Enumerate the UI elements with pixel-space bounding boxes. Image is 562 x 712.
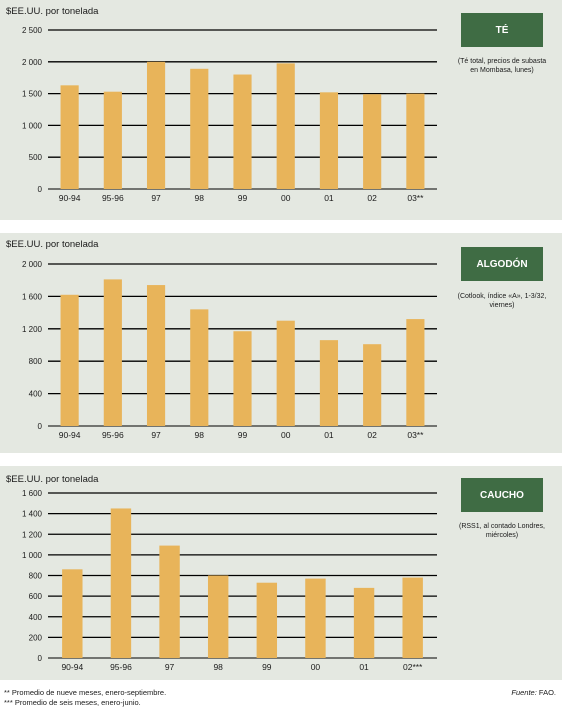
y-tick-label: 500 bbox=[29, 153, 43, 162]
y-tick-label: 1 000 bbox=[22, 121, 43, 130]
x-tick-label: 01 bbox=[324, 193, 334, 203]
y-tick-label: 400 bbox=[29, 613, 43, 622]
x-tick-label: 95-96 bbox=[110, 662, 132, 672]
x-tick-label: 97 bbox=[151, 193, 161, 203]
bar bbox=[62, 569, 83, 658]
footnote-1: ** Promedio de nueve meses, enero-septie… bbox=[4, 688, 167, 697]
y-tick-label: 600 bbox=[29, 592, 43, 601]
x-tick-label: 99 bbox=[262, 662, 272, 672]
y-tick-label: 0 bbox=[38, 654, 43, 663]
commodity-badge-algodon: ALGODÓN bbox=[461, 247, 543, 281]
bar bbox=[363, 94, 382, 189]
chart-panel-te: $EE.UU. por tonelada 0 500 1 000 1 500 2 000… bbox=[0, 0, 562, 220]
bar-chart-caucho: 0 200 400 600 800 1 000 1 200 1 400 1 600 90-94 95… bbox=[22, 489, 437, 672]
bar bbox=[276, 320, 295, 426]
y-tick-label: 1 400 bbox=[22, 510, 43, 519]
bar bbox=[305, 578, 326, 658]
y-tick-label: 2 500 bbox=[22, 26, 43, 35]
bar bbox=[319, 340, 339, 426]
x-tick-label: 90-94 bbox=[59, 193, 81, 203]
bar bbox=[103, 91, 122, 189]
bar bbox=[159, 545, 180, 658]
x-tick-label: 02*** bbox=[403, 662, 423, 672]
bar bbox=[190, 309, 209, 426]
y-tick-label: 2 000 bbox=[22, 58, 43, 67]
y-tick-label: 1 500 bbox=[22, 90, 43, 99]
x-tick-label: 99 bbox=[238, 430, 248, 440]
x-tick-label: 99 bbox=[238, 193, 248, 203]
x-tick-label: 95-96 bbox=[102, 193, 124, 203]
x-tick-label: 02 bbox=[367, 430, 377, 440]
y-tick-label: 1 600 bbox=[22, 292, 43, 301]
y-tick-label: 800 bbox=[29, 357, 43, 366]
y-tick-label: 800 bbox=[29, 572, 43, 581]
commodity-note-algodon: (Cotlook, índice «A», 1-3/32, viernes) bbox=[457, 293, 547, 309]
y-tick-label: 0 bbox=[38, 185, 43, 194]
y-axis-unit-label: $EE.UU. por tonelada bbox=[6, 6, 99, 17]
bar bbox=[233, 74, 252, 189]
x-tick-label: 97 bbox=[165, 662, 175, 672]
chart-panel-caucho: $EE.UU. por tonelada 0 200 400 600 800 1 000 1… bbox=[0, 466, 562, 680]
bar bbox=[406, 93, 425, 189]
bar bbox=[319, 92, 339, 189]
commodity-badge-caucho: CAUCHO bbox=[461, 478, 543, 512]
x-tick-label: 98 bbox=[213, 662, 223, 672]
x-tick-label: 98 bbox=[195, 193, 205, 203]
bar bbox=[146, 61, 166, 189]
y-tick-label: 200 bbox=[29, 633, 43, 642]
bar-chart-te: 0 500 1 000 1 500 2 000 2 500 90-94 95-96 97 98 99… bbox=[22, 26, 437, 203]
x-tick-label: 00 bbox=[281, 430, 291, 440]
source-note: Fuente: FAO. bbox=[511, 688, 556, 697]
y-axis-unit-label: $EE.UU. por tonelada bbox=[6, 474, 99, 485]
x-tick-label: 03** bbox=[407, 430, 424, 440]
x-tick-label: 00 bbox=[311, 662, 321, 672]
source-label: Fuente: bbox=[511, 688, 537, 697]
x-tick-label: 90-94 bbox=[61, 662, 83, 672]
x-tick-label: 97 bbox=[151, 430, 161, 440]
y-tick-label: 400 bbox=[29, 390, 43, 399]
bar bbox=[233, 331, 252, 426]
bar bbox=[353, 587, 375, 658]
x-tick-label: 03** bbox=[407, 193, 424, 203]
commodity-note-te: (Té total, precios de subasta en Mombasa… bbox=[457, 58, 547, 74]
y-tick-label: 0 bbox=[38, 422, 43, 431]
bar bbox=[60, 294, 79, 426]
bar-chart-algodon: 0 400 800 1 200 1 600 2 000 90-94 95-96 97 98 99 00… bbox=[22, 260, 437, 440]
x-tick-label: 98 bbox=[195, 430, 205, 440]
x-tick-label: 02 bbox=[367, 193, 377, 203]
commodity-note-caucho: (RSS1, al contado Londres, miércoles) bbox=[459, 523, 545, 539]
commodity-badge-te: TÉ bbox=[461, 13, 543, 47]
chart-panel-algodon: $EE.UU. por tonelada 0 400 800 1 200 1 600 2 … bbox=[0, 233, 562, 453]
x-tick-label: 90-94 bbox=[59, 430, 81, 440]
bar bbox=[60, 85, 79, 189]
x-tick-label: 00 bbox=[281, 193, 291, 203]
x-tick-label: 95-96 bbox=[102, 430, 124, 440]
y-tick-label: 1 000 bbox=[22, 551, 43, 560]
bar bbox=[146, 285, 166, 426]
y-tick-label: 2 000 bbox=[22, 260, 43, 269]
x-tick-label: 01 bbox=[324, 430, 334, 440]
y-tick-label: 1 600 bbox=[22, 489, 43, 498]
bar bbox=[190, 68, 209, 189]
y-tick-label: 1 200 bbox=[22, 530, 43, 539]
bar bbox=[406, 319, 425, 426]
y-axis-unit-label: $EE.UU. por tonelada bbox=[6, 239, 99, 250]
bar bbox=[207, 575, 229, 658]
source-value: FAO. bbox=[538, 688, 556, 697]
y-tick-label: 1 200 bbox=[22, 325, 43, 334]
x-tick-label: 01 bbox=[359, 662, 369, 672]
bar bbox=[276, 63, 295, 189]
bar bbox=[402, 577, 423, 658]
footnote-2: *** Promedio de seis meses, enero-junio. bbox=[4, 698, 141, 707]
bar bbox=[363, 344, 382, 426]
bar bbox=[256, 582, 278, 658]
bar bbox=[103, 279, 122, 426]
bar bbox=[110, 508, 132, 658]
